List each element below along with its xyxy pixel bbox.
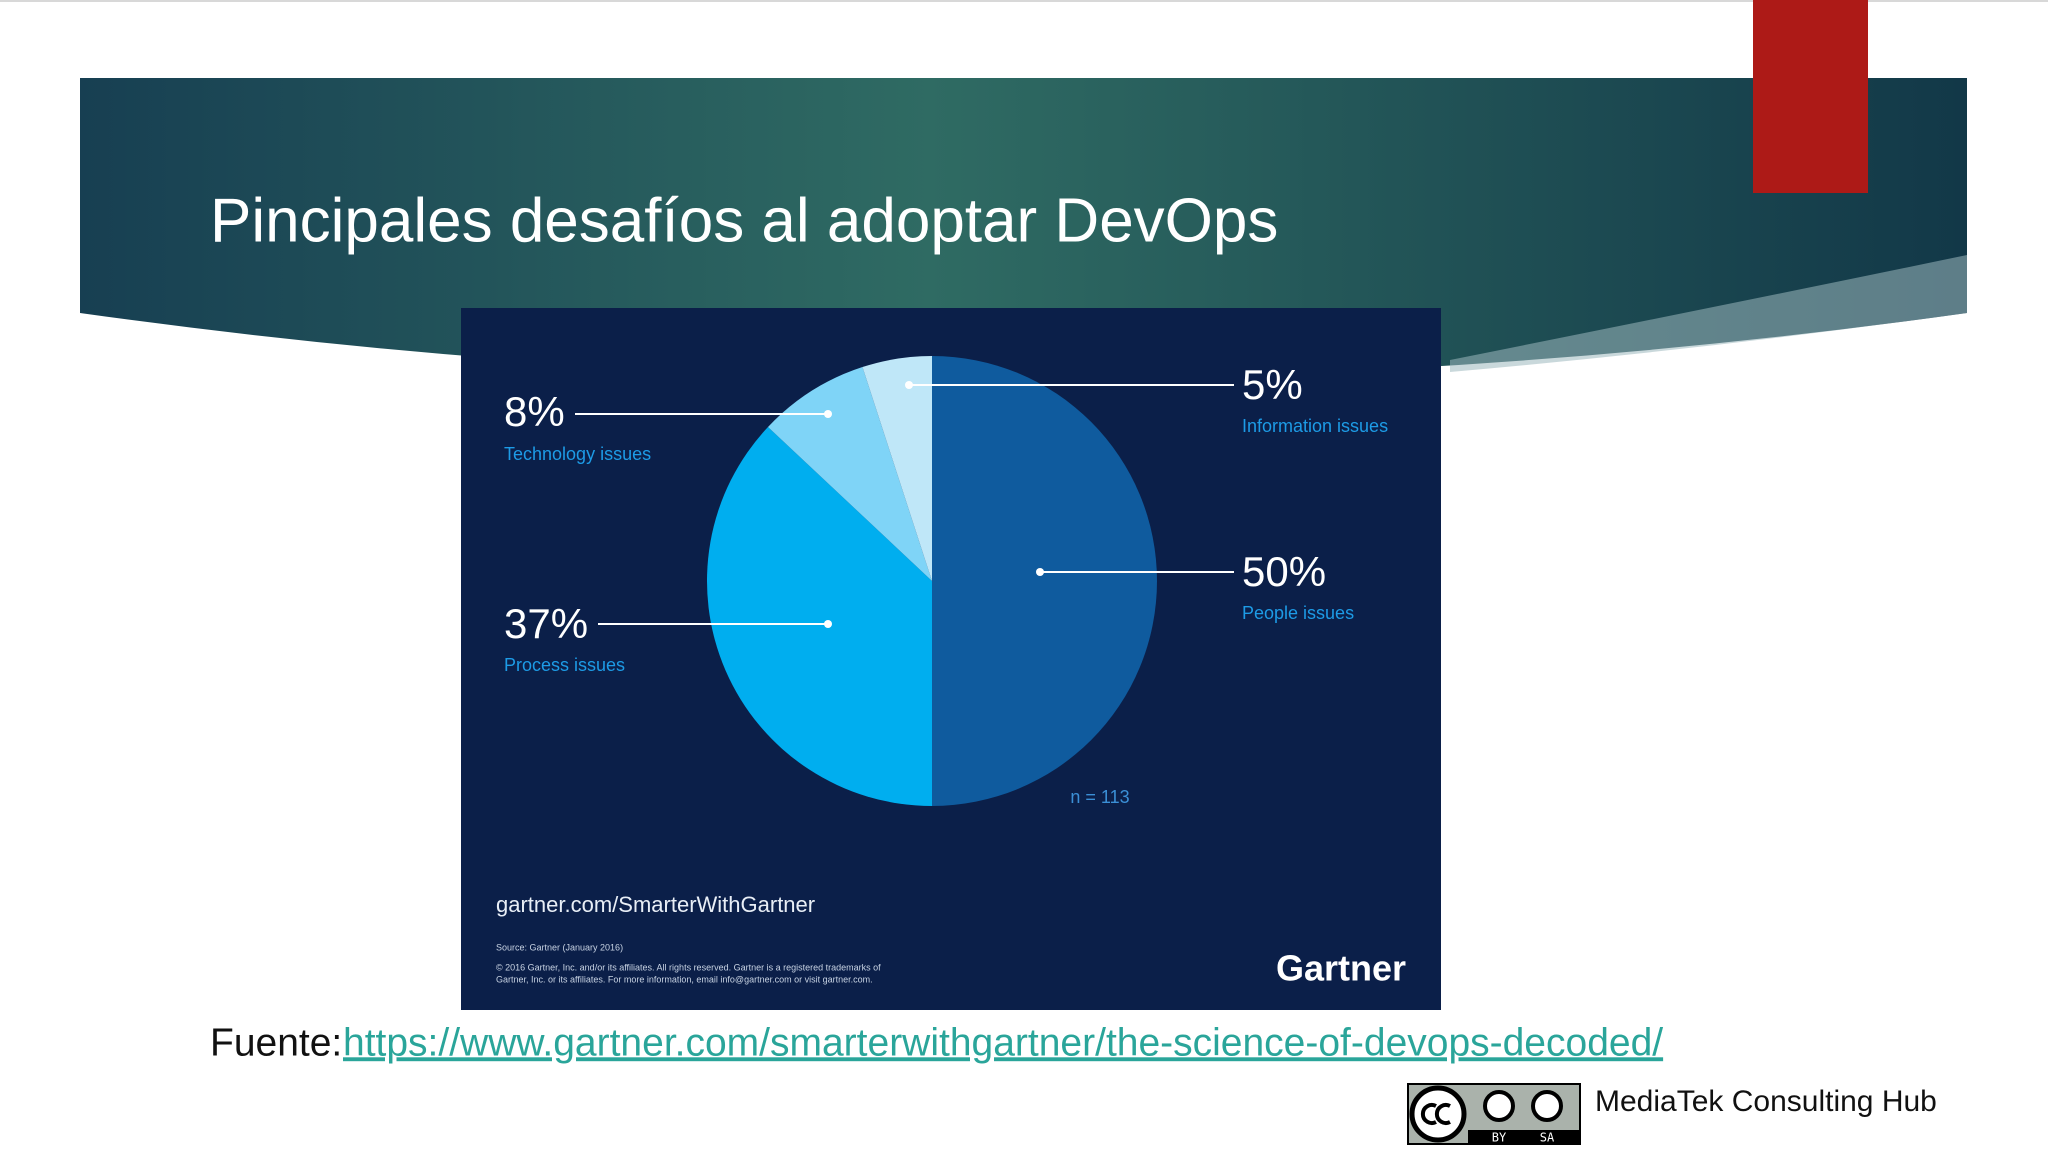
license-badge: BY SA — [1407, 1083, 1581, 1145]
leader-dot — [824, 410, 832, 418]
header-band — [80, 78, 1967, 379]
leader-dot — [1036, 568, 1044, 576]
source-link[interactable]: https://www.gartner.com/smarterwithgartn… — [343, 1021, 1663, 1064]
category-label: People issues — [1242, 603, 1354, 623]
accent-bar — [1753, 0, 1868, 193]
category-label: Technology issues — [504, 444, 651, 464]
category-label: Information issues — [1242, 416, 1388, 436]
pie-slice — [862, 356, 932, 581]
sample-note: n = 113 — [1070, 787, 1129, 807]
pie-slice — [932, 356, 1157, 806]
cc-glyph — [1420, 1103, 1451, 1125]
source-label: Fuente: — [210, 1021, 342, 1064]
badge-strip — [1468, 1130, 1580, 1144]
header-swoosh — [1450, 255, 1967, 372]
copyright: Gartner, Inc. or its affiliates. For mor… — [496, 974, 873, 984]
value-label: 37% — [504, 600, 588, 647]
author: MediaTek Consulting Hub — [1595, 1085, 1937, 1118]
leader-dot — [905, 381, 913, 389]
copyright: © 2016 Gartner, Inc. and/or its affiliat… — [496, 962, 881, 972]
chart: n = 113 gartner.com/SmarterWithGartner S… — [461, 308, 1441, 1010]
pie-slice — [707, 426, 932, 806]
by-icon — [1483, 1090, 1515, 1122]
value-label: 8% — [504, 388, 565, 435]
source-note: Source: Gartner (January 2016) — [496, 942, 623, 952]
license-by: BY — [1492, 1131, 1507, 1145]
leader-dot — [824, 620, 832, 628]
pie-slice — [767, 367, 932, 581]
site-label: gartner.com/SmarterWithGartner — [496, 892, 815, 917]
value-label: 50% — [1242, 548, 1326, 595]
sa-icon — [1531, 1090, 1563, 1122]
value-label: 5% — [1242, 361, 1303, 408]
slide-title: Pincipales desafíos al adoptar DevOps — [210, 186, 1278, 255]
brand-logo: Gartner — [1276, 948, 1406, 989]
license-sa: SA — [1540, 1131, 1555, 1145]
category-label: Process issues — [504, 655, 625, 675]
